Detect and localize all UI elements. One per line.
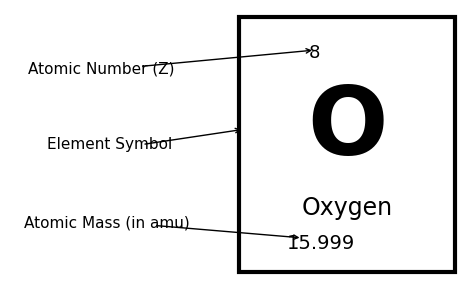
- Text: Element Symbol: Element Symbol: [47, 137, 173, 152]
- Text: Atomic Number (Z): Atomic Number (Z): [28, 62, 175, 77]
- Text: 15.999: 15.999: [287, 234, 356, 253]
- Text: O: O: [307, 83, 387, 175]
- Bar: [239, 17, 455, 272]
- Text: Oxygen: Oxygen: [301, 196, 393, 220]
- Text: Atomic Mass (in amu): Atomic Mass (in amu): [24, 215, 190, 230]
- Text: 8: 8: [309, 44, 320, 62]
